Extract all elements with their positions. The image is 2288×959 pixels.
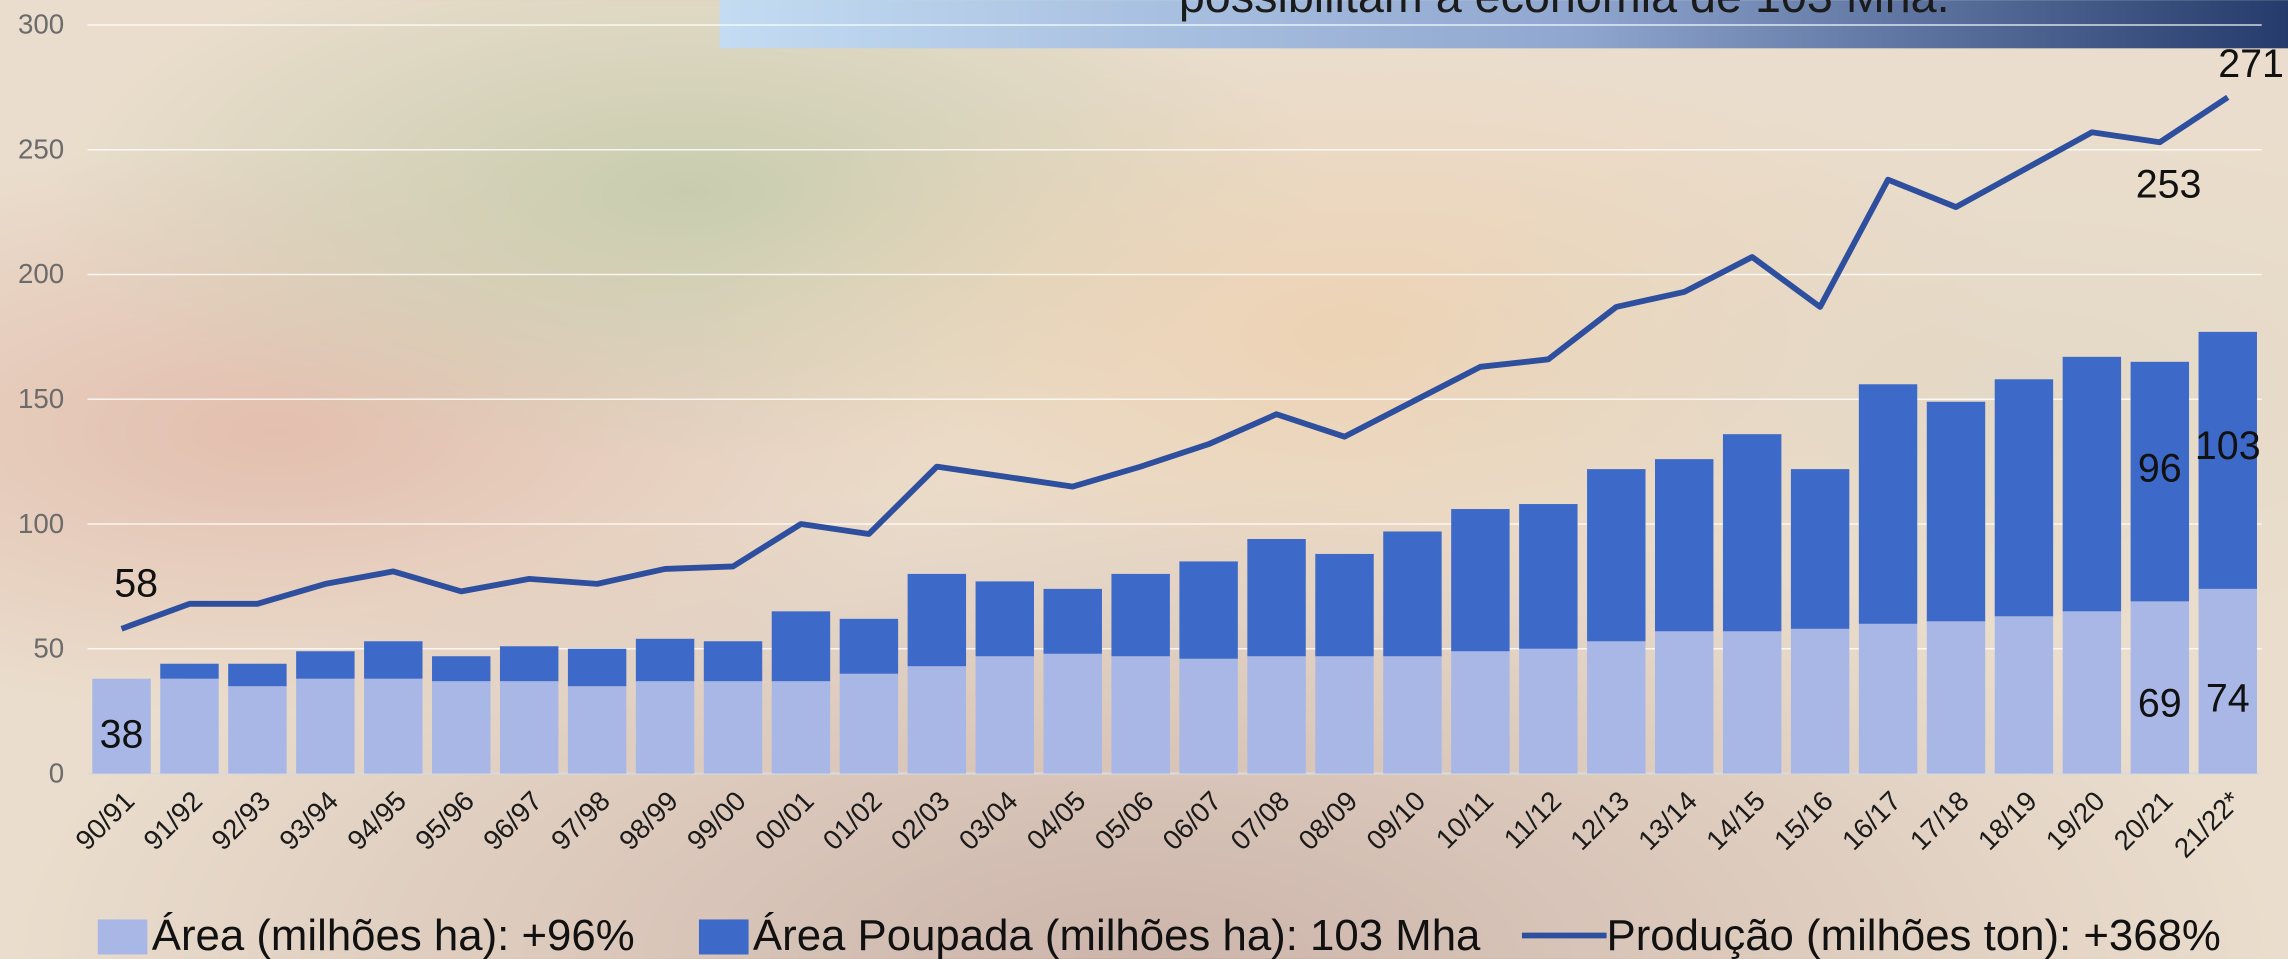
legend-label: Área Poupada (milhões ha): 103 Mha [753, 911, 1481, 959]
bar-segment [1995, 616, 2053, 773]
bar-segment [908, 574, 966, 666]
y-tick-label: 0 [49, 757, 64, 788]
data-label: 271 [2218, 42, 2284, 86]
data-label: 38 [100, 712, 144, 756]
bar-segment [296, 679, 354, 774]
bar-segment [704, 681, 762, 773]
bar-segment [1044, 589, 1102, 654]
bar-segment [1859, 624, 1917, 774]
bar-segment [296, 651, 354, 678]
bar-segment [568, 649, 626, 686]
bar-segment [1383, 656, 1441, 773]
bar-segment [1927, 621, 1985, 773]
bar-segment [1451, 651, 1509, 773]
bar-segment [704, 641, 762, 681]
bar-segment [228, 686, 286, 773]
bar-segment [636, 681, 694, 773]
bar-segment [1179, 659, 1237, 774]
bar-segment [1519, 504, 1577, 649]
bar-segment [1315, 656, 1373, 773]
bar-segment [432, 656, 490, 681]
data-label: 103 [2195, 424, 2261, 468]
bar-segment [1723, 631, 1781, 773]
data-label: 69 [2138, 681, 2182, 725]
y-tick-label: 200 [18, 258, 64, 289]
bar-segment [976, 581, 1034, 656]
y-tick-label: 250 [18, 133, 64, 164]
bar-segment [1519, 649, 1577, 774]
bar-segment [160, 664, 218, 679]
bar-segment [1587, 469, 1645, 641]
y-tick-label: 100 [18, 508, 64, 539]
chart-title: possibilitam a economia de 103 Mha. [1179, 0, 1950, 22]
bar-segment [160, 679, 218, 774]
bar-segment [1383, 531, 1441, 656]
bar-segment [1451, 509, 1509, 651]
bar-segment [1859, 384, 1917, 624]
bar-segment [500, 646, 558, 681]
bar-segment [840, 674, 898, 774]
bar-segment [1111, 574, 1169, 656]
bar-segment [1044, 654, 1102, 774]
legend-swatch [699, 919, 749, 954]
bar-segment [1995, 379, 2053, 616]
bar-segment [1247, 539, 1305, 656]
bar-segment [840, 619, 898, 674]
bar-segment [2063, 357, 2121, 612]
bar-segment [772, 681, 830, 773]
bar-segment [364, 679, 422, 774]
page: {"chart_data": { "type": "bar", "title":… [0, 0, 2288, 959]
bar-segment [1655, 631, 1713, 773]
data-label: 74 [2206, 676, 2250, 720]
bar-segment [1791, 629, 1849, 774]
bar-segment [976, 656, 1034, 773]
bar-segment [1723, 434, 1781, 631]
bar-segment [1111, 656, 1169, 773]
y-tick-label: 150 [18, 383, 64, 414]
data-label: 253 [2136, 163, 2202, 207]
chart: possibilitam a economia de 103 Mha. 0 50 1… [0, 0, 2288, 959]
bar-segment [432, 681, 490, 773]
bar-segment [908, 666, 966, 773]
bar-segment [636, 639, 694, 681]
bar-segment [1655, 459, 1713, 631]
legend-swatch [98, 919, 148, 954]
bar-segment [1791, 469, 1849, 629]
legend-label: Área (milhões ha): +96% [152, 911, 635, 959]
bar-segment [772, 611, 830, 681]
bar-segment [1927, 402, 1985, 622]
data-label: 96 [2138, 446, 2182, 490]
legend-label: Produção (milhões ton): +368% [1607, 911, 2221, 959]
bar-segment [2063, 611, 2121, 773]
bar-segment [568, 686, 626, 773]
y-tick-label: 300 [18, 9, 64, 40]
bar-segment [1179, 561, 1237, 658]
bar-segment [364, 641, 422, 678]
bar-segment [1587, 641, 1645, 773]
data-label: 58 [114, 562, 158, 606]
y-tick-label: 50 [33, 633, 64, 664]
bar-segment [1247, 656, 1305, 773]
bar-segment [228, 664, 286, 686]
bar-segment [500, 681, 558, 773]
bar-segment [1315, 554, 1373, 656]
